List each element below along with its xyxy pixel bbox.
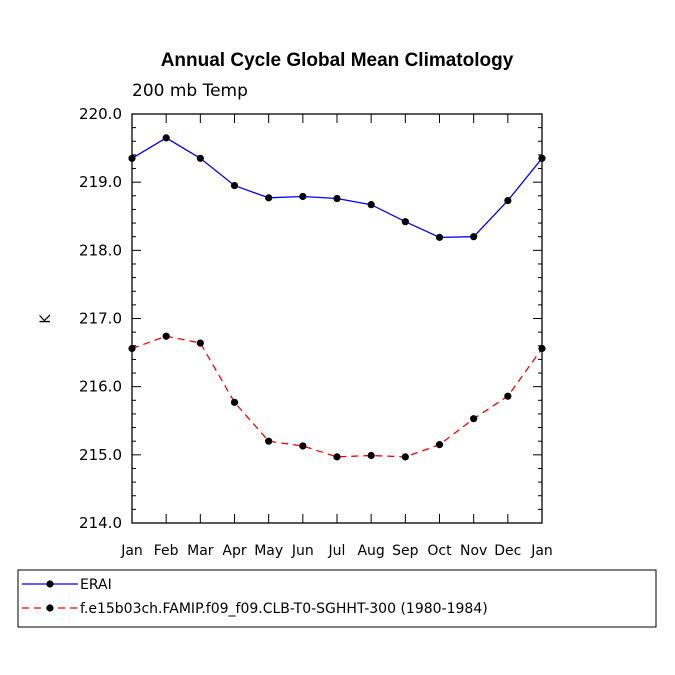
series-1-point [333, 194, 341, 203]
series-2-point [367, 451, 375, 460]
series-line-1 [131, 137, 543, 239]
x-tick-label: Jan [120, 543, 143, 559]
y-tick-label: 216.0 [79, 378, 122, 396]
x-tick-label: May [254, 543, 283, 559]
x-tick-label: Aug [357, 543, 384, 559]
series-1-point [230, 181, 239, 190]
x-tick-label: Oct [427, 543, 452, 559]
x-tick-label: Dec [494, 543, 521, 559]
series-group [128, 134, 546, 461]
y-tick-label: 220.0 [79, 105, 122, 123]
series-line-2 [131, 335, 543, 458]
series-1-point [504, 196, 512, 205]
x-tick-label: Jun [291, 543, 314, 559]
series-2-point [162, 332, 170, 340]
y-tick-label: 219.0 [79, 173, 122, 191]
series-1-point [538, 154, 546, 162]
series-1-point [470, 233, 478, 241]
chart-subtitle: 200 mb Temp [132, 81, 248, 101]
plot-frame [131, 113, 543, 524]
y-axis-label: K [38, 314, 54, 324]
series-1-point [401, 218, 409, 226]
series-2-point [128, 344, 136, 353]
y-tick-label: 218.0 [79, 241, 122, 259]
series-2-point [538, 344, 546, 353]
series-2-point [504, 392, 512, 400]
series-2-point [265, 437, 273, 445]
series-1-point [265, 194, 273, 202]
series-1-point [299, 192, 307, 201]
x-tick-label: Jul [328, 543, 346, 559]
x-tick-label: Feb [154, 543, 179, 559]
series-2-point [299, 442, 307, 450]
x-tick-label: Apr [222, 543, 246, 559]
series-1-point [162, 134, 170, 142]
legend: ERAI f.e15b03ch.FAMIP.f09_f09.CLB-T0-SGHH… [17, 569, 657, 628]
y-tick-label: 215.0 [79, 446, 122, 464]
x-tick-label: Sep [392, 543, 419, 559]
y-tick-label: 217.0 [79, 310, 122, 328]
x-axis: Jan Feb Mar Apr May Jun Jul Aug Sep Oct Nov Dec Jan [120, 114, 553, 559]
y-axis: 214.0 215.0 216.0 217.0 218.0 219.0 220.0 [79, 105, 542, 532]
series-1-point [128, 154, 136, 162]
series-2-point [435, 441, 444, 449]
series-2-point [470, 415, 478, 423]
legend-label-2: f.e15b03ch.FAMIP.f09_f09.CLB-T0-SGHHT-30… [80, 601, 488, 617]
series-2-point [196, 339, 204, 347]
legend-box [17, 569, 657, 628]
series-2-point [333, 453, 341, 461]
series-1-point [367, 201, 375, 209]
x-tick-label: Nov [460, 543, 487, 559]
series-2-point [401, 453, 409, 461]
x-tick-label: Jan [530, 543, 553, 559]
series-1-point [196, 154, 204, 162]
x-tick-label: Mar [187, 543, 214, 559]
series-2-point [230, 398, 239, 406]
chart-title: Annual Cycle Global Mean Climatology [161, 50, 514, 71]
legend-label-1: ERAI [80, 577, 112, 593]
series-1-point [435, 233, 444, 241]
y-tick-label: 214.0 [79, 514, 122, 532]
legend-marker-1 [46, 580, 54, 588]
legend-marker-2 [46, 604, 54, 612]
